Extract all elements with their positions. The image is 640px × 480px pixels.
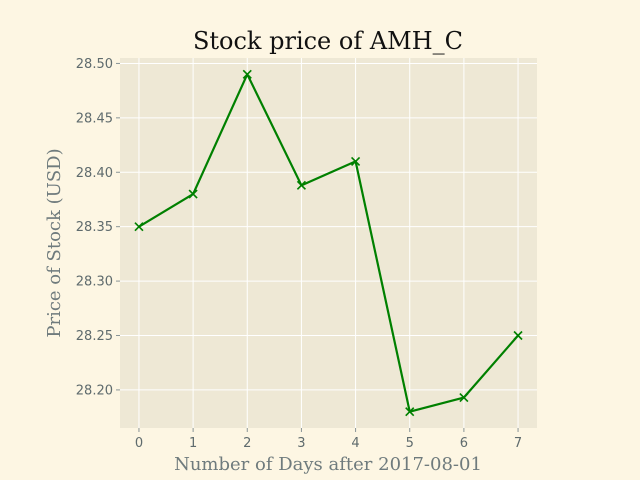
plot-area — [120, 58, 537, 428]
x-tick-label: 5 — [406, 436, 414, 451]
data-point-marker — [405, 407, 415, 417]
y-tick-label: 28.25 — [76, 329, 113, 344]
x-tick-label: 2 — [243, 436, 251, 451]
y-axis-ticks: 28.20 28.25 28.30 28.35 28.40 28.45 28.50 — [76, 57, 120, 398]
y-tick-label: 28.35 — [76, 220, 113, 235]
data-point-marker — [459, 392, 469, 403]
x-axis-ticks: 0 1 2 3 4 5 6 7 — [135, 428, 522, 451]
y-tick-label: 28.45 — [76, 111, 113, 126]
data-point-marker — [296, 180, 306, 190]
data-point-marker — [242, 69, 252, 79]
data-point-marker — [134, 222, 144, 232]
data-point-marker — [513, 330, 523, 341]
x-tick-label: 7 — [514, 436, 522, 451]
x-axis-label: Number of Days after 2017-08-01 — [174, 454, 482, 475]
data-point-marker — [351, 156, 361, 166]
series-layer — [134, 69, 523, 417]
data-point-marker — [188, 189, 198, 199]
x-tick-label: 1 — [189, 436, 197, 451]
x-tick-label: 6 — [460, 436, 468, 451]
y-axis-label: Price of Stock (USD) — [44, 148, 65, 337]
y-tick-label: 28.20 — [76, 383, 113, 398]
y-tick-label: 28.30 — [76, 275, 113, 290]
y-tick-label: 28.50 — [76, 57, 113, 72]
series-line — [138, 73, 519, 413]
chart-title: Stock price of AMH_C — [193, 27, 463, 55]
x-tick-label: 0 — [135, 436, 143, 451]
x-tick-label: 4 — [351, 436, 359, 451]
x-tick-label: 3 — [297, 436, 305, 451]
y-tick-label: 28.40 — [76, 166, 113, 181]
